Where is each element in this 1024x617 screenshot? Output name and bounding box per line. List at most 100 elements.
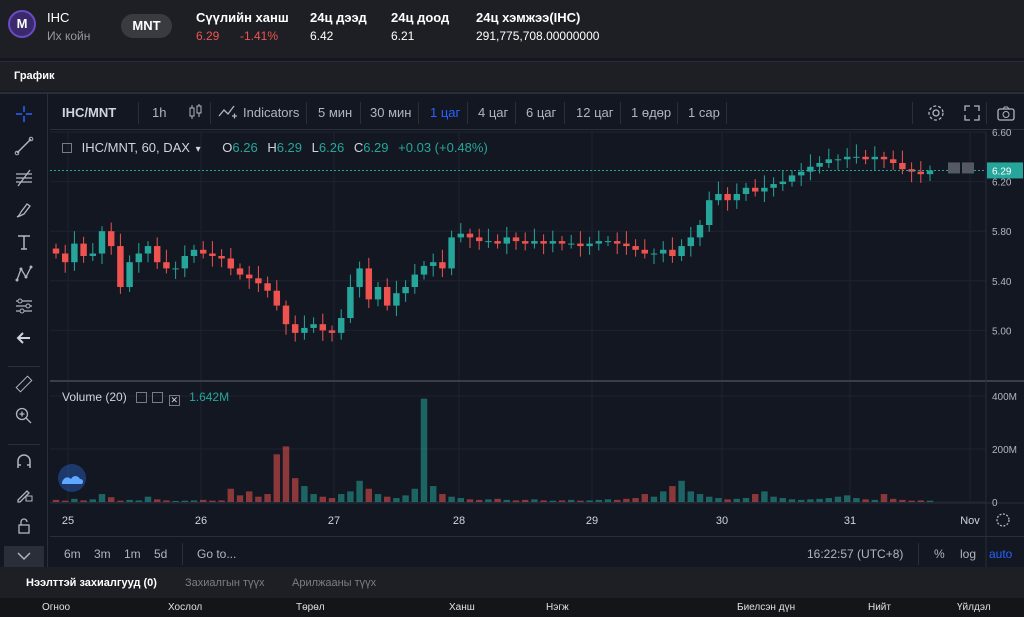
- lock-drawing-icon[interactable]: [10, 484, 38, 512]
- interval-5min[interactable]: 5 мин: [318, 105, 353, 120]
- scroll-left-button[interactable]: [948, 162, 960, 174]
- drawing-toolbar: [0, 94, 48, 569]
- candle-style-icon[interactable]: [187, 103, 203, 124]
- volume-bar: [227, 488, 235, 502]
- eye-icon[interactable]: [136, 392, 148, 403]
- range-6m[interactable]: 6m: [64, 547, 81, 561]
- log-toggle[interactable]: log: [960, 547, 977, 561]
- indicators-icon[interactable]: [218, 104, 238, 123]
- volume-bar: [586, 500, 593, 502]
- tab-trade-history[interactable]: Арилжааны түүх: [292, 577, 377, 589]
- candle: [650, 253, 658, 255]
- prediction-icon[interactable]: [10, 296, 38, 324]
- candle: [209, 253, 216, 256]
- volume-bar: [485, 499, 492, 502]
- volume-bar: [163, 500, 170, 502]
- pattern-icon[interactable]: [10, 264, 38, 292]
- candle: [512, 237, 520, 242]
- volume-value: 1.642M: [189, 390, 230, 404]
- candle: [853, 156, 860, 158]
- interval-button[interactable]: 1h: [152, 105, 167, 120]
- time-tick-label: 28: [453, 515, 465, 527]
- magnet-icon[interactable]: [10, 452, 38, 480]
- interval-12h[interactable]: 12 цаг: [576, 105, 614, 120]
- time-tick-label: 25: [62, 515, 74, 527]
- brush-icon[interactable]: [10, 200, 38, 228]
- crosshair-icon[interactable]: [10, 104, 38, 132]
- camera-icon[interactable]: [996, 103, 1016, 126]
- price-tick-label: 5.00: [992, 326, 1012, 337]
- collapse-legend-icon[interactable]: [62, 143, 72, 153]
- volume-bar: [429, 486, 437, 502]
- toolbar-divider: [677, 102, 678, 124]
- volume-bar: [80, 500, 87, 502]
- gear-icon[interactable]: [152, 392, 164, 403]
- back-arrow-icon[interactable]: [10, 328, 38, 356]
- col-action: Үйлдэл: [957, 602, 991, 613]
- range-1m[interactable]: 1m: [124, 547, 141, 561]
- last-price-label: Сүүлийн ханш: [196, 10, 289, 25]
- fullscreen-icon[interactable]: [962, 103, 982, 126]
- candle: [264, 283, 271, 291]
- auto-toggle[interactable]: auto: [989, 547, 1013, 561]
- price-chart[interactable]: 6.60 6.20 5.80 5.40 5.00 400M 200M 0 6.29 25 26 27 2…: [0, 94, 1024, 569]
- indicators-button[interactable]: Indicators: [243, 105, 300, 120]
- volume-tick-label: 200M: [992, 445, 1017, 456]
- candle: [126, 262, 133, 287]
- candle: [80, 243, 87, 256]
- candle: [255, 278, 262, 284]
- tab-order-history[interactable]: Захиалгын түүх: [185, 577, 265, 589]
- volume-bar: [245, 491, 253, 502]
- trend-line-icon[interactable]: [10, 136, 38, 164]
- legend-high-label: H: [267, 140, 277, 155]
- unlock-icon[interactable]: [10, 516, 38, 544]
- ruler-icon[interactable]: [10, 374, 38, 402]
- range-5d[interactable]: 5d: [154, 547, 168, 561]
- volume-bar: [301, 486, 308, 502]
- legend-title[interactable]: IHC/MNT, 60, DAX: [81, 140, 190, 155]
- percent-toggle[interactable]: %: [934, 547, 945, 561]
- currency-button[interactable]: MNT: [121, 14, 172, 38]
- time-axis-settings-icon[interactable]: [996, 513, 1010, 527]
- goto-button[interactable]: Go to...: [197, 547, 237, 561]
- volume-bar: [328, 498, 336, 502]
- last-price-value: 6.29: [196, 29, 220, 43]
- range-3m[interactable]: 3m: [94, 547, 111, 561]
- legend-chevron-icon[interactable]: ▾: [195, 144, 201, 155]
- tab-chart[interactable]: График: [14, 70, 55, 82]
- volume-bar: [843, 495, 851, 502]
- text-tool-icon[interactable]: [10, 232, 38, 260]
- volume-bar: [641, 494, 649, 502]
- chart-legend: IHC/MNT, 60, DAX ▾ O6.26 H6.29 L6.26 C6.…: [62, 140, 488, 155]
- settings-gear-icon[interactable]: [926, 103, 946, 126]
- volume-bar: [153, 499, 161, 502]
- interval-30min[interactable]: 30 мин: [370, 105, 412, 120]
- candle: [742, 187, 750, 194]
- col-filled: Биелсэн дүн: [737, 602, 796, 613]
- volume-bar: [696, 494, 704, 502]
- scroll-right-button[interactable]: [962, 162, 974, 174]
- interval-4h[interactable]: 4 цаг: [478, 105, 509, 120]
- volume-bar: [825, 498, 833, 502]
- interval-6h[interactable]: 6 цаг: [526, 105, 557, 120]
- fib-retracement-icon[interactable]: [10, 168, 38, 196]
- volume-bar: [521, 499, 529, 502]
- volume-bar: [466, 499, 474, 502]
- legend-high: 6.29: [276, 140, 303, 155]
- toolbar-symbol[interactable]: IHC/MNT: [62, 105, 117, 120]
- interval-1h[interactable]: 1 цаг: [430, 105, 461, 120]
- legend-open: 6.26: [232, 140, 258, 155]
- close-icon[interactable]: ✕: [168, 395, 180, 406]
- candle: [347, 287, 354, 318]
- volume-bar: [604, 499, 612, 502]
- tab-open-orders[interactable]: Нээлттэй захиалгууд (0): [26, 577, 157, 589]
- expand-tools-button[interactable]: [4, 546, 44, 567]
- zoom-in-icon[interactable]: [10, 406, 38, 434]
- interval-1d[interactable]: 1 өдөр: [631, 105, 672, 120]
- legend-close-label: C: [353, 140, 364, 155]
- volume-bar: [374, 494, 382, 502]
- interval-1mo[interactable]: 1 сар: [688, 105, 720, 120]
- candle: [641, 249, 649, 254]
- candle: [779, 181, 787, 185]
- legend-low: 6.26: [318, 140, 345, 155]
